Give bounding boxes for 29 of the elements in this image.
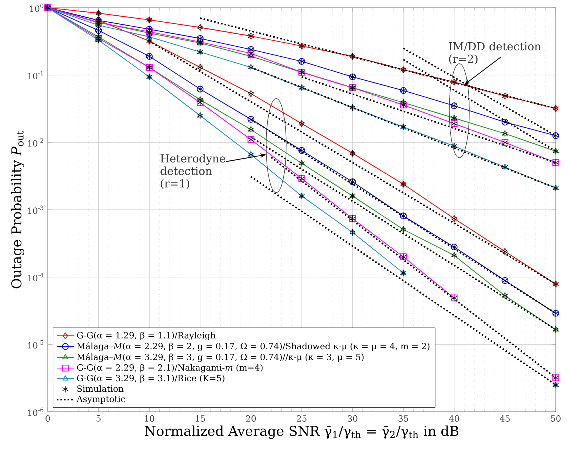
x-tick-label: 40 bbox=[449, 416, 460, 422]
x-tick-label: 35 bbox=[398, 416, 408, 422]
y-tick-label: 10$^{-2}$ bbox=[28, 138, 44, 147]
legend-label: G-G(α = 1.29, β = 1.1)/Rayleigh bbox=[77, 332, 216, 341]
legend-label: Asymptotic bbox=[76, 396, 126, 404]
y-axis-title: Outage Probability P$_{out}$ bbox=[11, 131, 25, 289]
x-tick-label: 25 bbox=[297, 416, 307, 422]
legend-label: Málaga–M(α = 2.29, β = 2, g = 0.17, Ω = 0.74)/Shadowed κ-μ (κ = μ = 4, m = 2) bbox=[77, 342, 430, 352]
legend-label: Simulation bbox=[78, 385, 124, 392]
legend-label: Málaga–M(α = 3.29, β = 3, g = 0.17, Ω = 0.74)//κ-μ (κ = 3, μ = 5) bbox=[77, 353, 364, 362]
x-tick-label: 5 bbox=[96, 416, 101, 422]
y-tick-label: 10$^{0}$ bbox=[30, 4, 44, 12]
annotation: Heterodyne detection (r=1) bbox=[160, 154, 226, 190]
x-tick-label: 10 bbox=[145, 416, 154, 422]
legend-label: G-G(α = 3.29, β = 3.1)/Rice (K=5) bbox=[77, 374, 225, 384]
y-tick-label: 10$^{-1}$ bbox=[28, 71, 44, 80]
x-tick-label: 30 bbox=[348, 416, 358, 422]
y-tick-label: 10$^{-6}$ bbox=[28, 408, 44, 416]
y-tick-label: 10$^{-3}$ bbox=[28, 206, 44, 214]
x-tick-label: 45 bbox=[500, 416, 510, 422]
x-tick-label: 0 bbox=[46, 416, 50, 422]
x-tick-label: 15 bbox=[196, 416, 206, 422]
x-tick-label: 20 bbox=[246, 416, 256, 422]
annotation: IM/DD detection (r=2) bbox=[449, 42, 542, 65]
x-tick-label: 50 bbox=[551, 416, 561, 422]
text: Normalized Average SNR γ̄$_{1}$/γ$_{th}$ = γ̄$_{2}$/γ$_{th}$ in dB bbox=[145, 426, 459, 440]
y-tick-label: 10$^{-4}$ bbox=[28, 273, 44, 282]
y-tick-label: 10$^{-5}$ bbox=[28, 340, 44, 349]
legend-label: G-G(α = 2.29, β = 2.1)/Nakagami-m (m=4) bbox=[77, 364, 263, 373]
